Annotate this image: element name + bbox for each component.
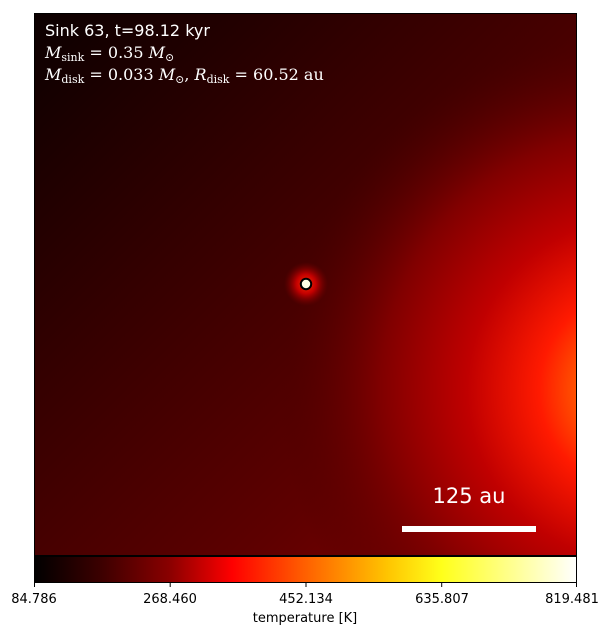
colorbar-gradient (34, 556, 577, 583)
sink-mass-value: = 0.35 (84, 43, 149, 62)
disk-radius-value: = 60.52 au (229, 65, 324, 84)
sink-marker (299, 277, 313, 291)
colorbar-tick-label: 84.786 (11, 592, 57, 607)
temperature-map (34, 13, 577, 556)
colorbar-tick-label: 635.807 (415, 592, 469, 607)
sink-info-line: Sink 63, t=98.12 kyr (45, 21, 210, 40)
disk-radius-symbol: R (194, 65, 207, 84)
disk-mass-symbol: M (45, 65, 62, 84)
colorbar (34, 556, 577, 587)
sink-mass-subscript: sink (61, 51, 85, 64)
colorbar-tick-label: 452.134 (279, 592, 333, 607)
colorbar-frame (34, 556, 577, 583)
sink-mass-unit-subscript: ⊙ (165, 51, 175, 64)
colorbar-tick-label: 268.460 (143, 592, 197, 607)
disk-mass-unit-subscript: ⊙ (175, 73, 185, 86)
disk-mass-unit: M (158, 65, 176, 84)
scale-bar-label: 125 au (432, 484, 506, 508)
sink-mass-line: Msink = 0.35 M⊙ (45, 43, 174, 68)
image-frame (34, 13, 577, 556)
colorbar-label: temperature [K] (252, 611, 358, 626)
disk-mass-value: = 0.033 (84, 65, 159, 84)
disk-mass-subscript: disk (61, 73, 85, 86)
sink-mass-unit: M (148, 43, 165, 62)
sink-mass-symbol: M (45, 43, 62, 62)
colorbar-tick-label: 819.481 (545, 592, 599, 607)
scale-bar (402, 526, 536, 532)
separator: , (184, 65, 195, 84)
disk-properties-line: Mdisk = 0.033 M⊙, Rdisk = 60.52 au (45, 65, 324, 90)
disk-radius-subscript: disk (206, 73, 230, 86)
